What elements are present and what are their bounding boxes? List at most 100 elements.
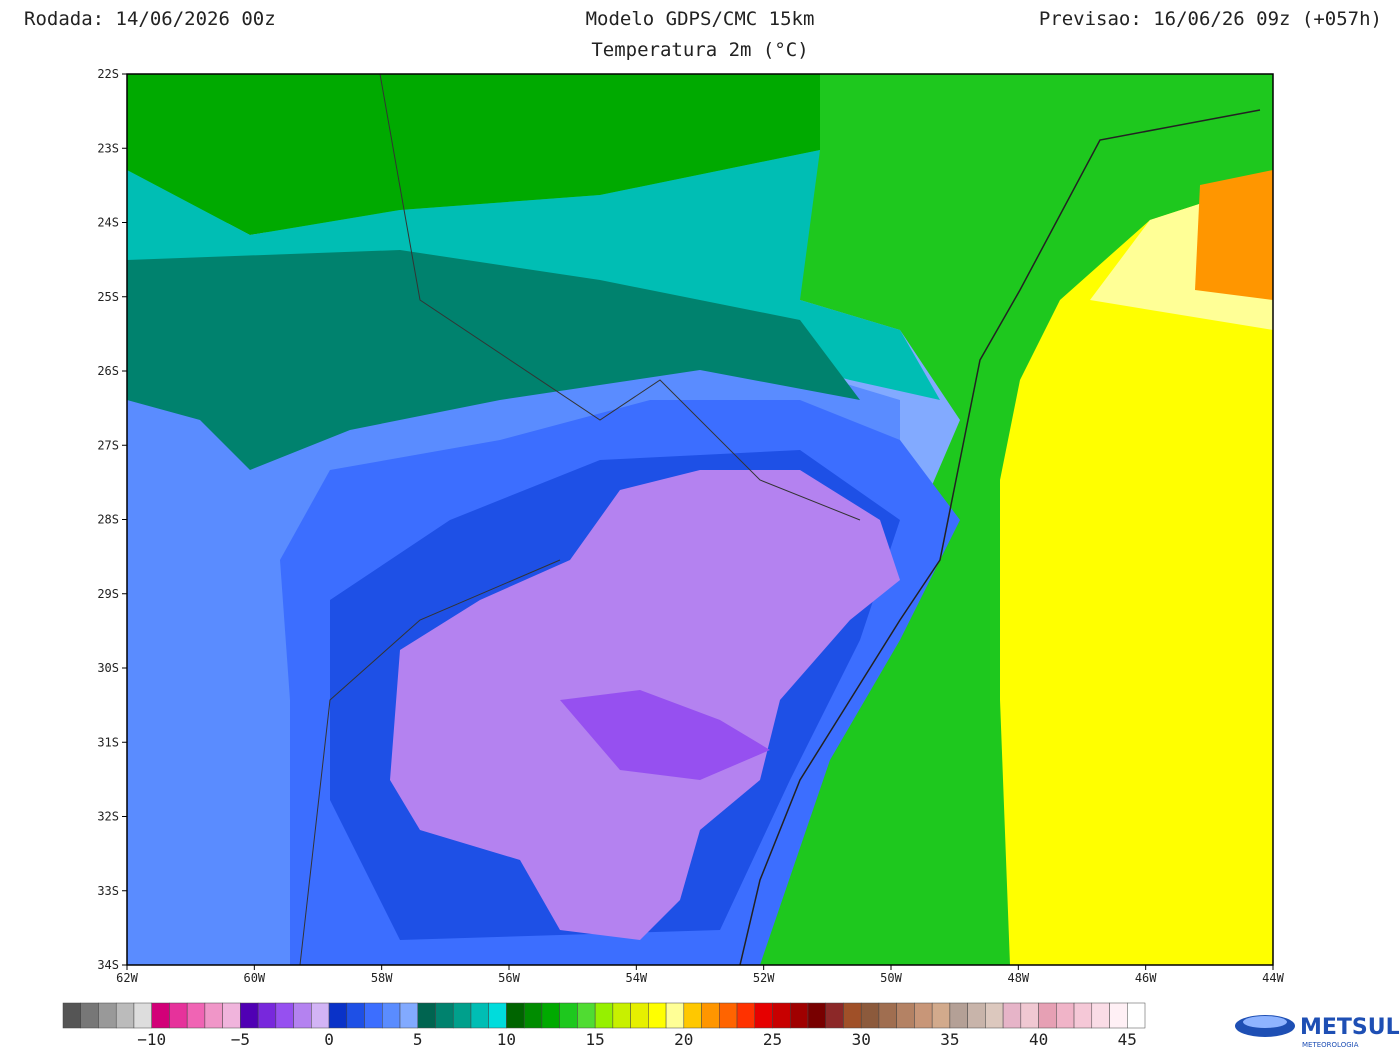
colorbar-swatch — [346, 1002, 365, 1029]
colorbar-swatch — [62, 1002, 81, 1029]
lat-label: 31S — [97, 735, 119, 749]
colorbar-swatch — [665, 1002, 685, 1029]
colorbar-swatch — [240, 1002, 259, 1029]
run-label: Rodada: 14/06/2026 00z — [24, 8, 276, 30]
colorbar-swatch — [736, 1002, 756, 1029]
colorbar-swatch — [399, 1002, 419, 1029]
lat-label: 32S — [97, 810, 119, 824]
colorbar-swatch — [311, 1002, 330, 1029]
colorbar-swatch — [275, 1002, 294, 1029]
colorbar-swatch — [80, 1002, 99, 1029]
colorbar-swatch — [914, 1002, 933, 1029]
lat-label: 27S — [97, 438, 119, 452]
colorbar-swatch — [577, 1002, 596, 1029]
colorbar-swatch — [719, 1002, 738, 1029]
colorbar-swatch — [1020, 1002, 1039, 1029]
lon-label: 62W — [116, 971, 138, 985]
colorbar-swatch — [1002, 1002, 1022, 1029]
colorbar-label: 5 — [413, 1030, 423, 1049]
colorbar-swatch — [896, 1002, 915, 1029]
colorbar-swatch — [523, 1002, 543, 1029]
lat-label: 25S — [97, 290, 119, 304]
colorbar-swatch — [1056, 1002, 1075, 1029]
lat-label: 22S — [97, 67, 119, 81]
colorbar-swatch — [222, 1002, 241, 1029]
colorbar-swatch — [1091, 1002, 1110, 1029]
colorbar-label: 10 — [497, 1030, 516, 1049]
logo-tagline: METEOROLOGIA — [1302, 1041, 1359, 1049]
colorbar-swatch — [115, 1002, 135, 1029]
colorbar-swatch — [967, 1002, 986, 1029]
colorbar-swatch — [204, 1002, 223, 1029]
colorbar-swatch — [435, 1002, 454, 1029]
colorbar-swatch — [612, 1002, 631, 1029]
lat-label: 29S — [97, 587, 119, 601]
colorbar-swatch — [772, 1002, 791, 1029]
colorbar-swatch — [186, 1002, 206, 1029]
colorbar-swatch — [843, 1002, 862, 1029]
colorbar-swatch — [1109, 1002, 1128, 1029]
lat-label: 26S — [97, 364, 119, 378]
colorbar-swatch — [452, 1002, 472, 1029]
colorbar-swatch — [789, 1002, 809, 1029]
colorbar-swatch — [825, 1002, 844, 1029]
colorbar-swatch — [488, 1002, 507, 1029]
lat-label: 28S — [97, 513, 119, 527]
lon-label: 58W — [371, 971, 393, 985]
colorbar-swatch — [1127, 1002, 1146, 1029]
colorbar-swatch — [648, 1002, 667, 1029]
colorbar-swatch — [151, 1002, 170, 1029]
subtitle: Temperatura 2m (°C) — [591, 39, 808, 61]
colorbar-label: 15 — [585, 1030, 604, 1049]
colorbar-swatch — [470, 1002, 489, 1029]
colorbar-swatch — [293, 1002, 312, 1029]
colorbar-label: 40 — [1029, 1030, 1048, 1049]
lon-label: 50W — [880, 971, 902, 985]
colorbar-swatch — [328, 1002, 348, 1029]
forecast-label: Previsao: 16/06/26 09z (+057h) — [1039, 8, 1382, 30]
colorbar-swatch — [382, 1002, 401, 1029]
colorbar-swatch — [754, 1002, 773, 1029]
colorbar-swatch — [949, 1002, 968, 1029]
colorbar-swatch — [169, 1002, 188, 1029]
colorbar-swatch — [683, 1002, 702, 1029]
lon-label: 54W — [625, 971, 647, 985]
colorbar-label: −10 — [137, 1030, 166, 1049]
lat-label: 24S — [97, 216, 119, 230]
colorbar-swatch — [807, 1002, 826, 1029]
colorbar-swatch — [931, 1002, 951, 1029]
colorbar-label: 35 — [940, 1030, 959, 1049]
lon-label: 60W — [243, 971, 265, 985]
temperature-field — [127, 74, 1273, 965]
colorbar-swatch — [860, 1002, 880, 1029]
colorbar-swatch — [985, 1002, 1004, 1029]
axis-labels: 22S23S24S25S26S27S28S29S30S31S32S33S34S6… — [97, 67, 1284, 985]
logo: METSUL METEOROLOGIA — [1235, 1015, 1400, 1049]
lon-label: 52W — [753, 971, 775, 985]
logo-name: METSUL — [1300, 1015, 1400, 1040]
colorbar-swatch — [1073, 1002, 1093, 1029]
colorbar-swatch — [133, 1002, 152, 1029]
colorbar-label: 20 — [674, 1030, 693, 1049]
colorbar-swatch — [541, 1002, 560, 1029]
colorbar-label: −5 — [231, 1030, 250, 1049]
lon-label: 44W — [1262, 971, 1284, 985]
colorbar-swatch — [417, 1002, 436, 1029]
colorbar-swatch — [701, 1002, 720, 1029]
colorbar-swatch — [559, 1002, 578, 1029]
lon-label: 48W — [1007, 971, 1029, 985]
lat-label: 33S — [97, 884, 119, 898]
model-label: Modelo GDPS/CMC 15km — [586, 8, 815, 30]
lon-label: 46W — [1135, 971, 1157, 985]
colorbar-label: 25 — [763, 1030, 782, 1049]
colorbar-label: 45 — [1118, 1030, 1137, 1049]
colorbar-label: 0 — [324, 1030, 334, 1049]
colorbar-swatch — [630, 1002, 649, 1029]
colorbar-swatch — [257, 1002, 277, 1029]
lat-label: 30S — [97, 661, 119, 675]
colorbar-swatch — [1038, 1002, 1057, 1029]
colorbar-swatch — [98, 1002, 117, 1029]
colorbar-swatch — [594, 1002, 614, 1029]
colorbar-swatch — [506, 1002, 525, 1029]
